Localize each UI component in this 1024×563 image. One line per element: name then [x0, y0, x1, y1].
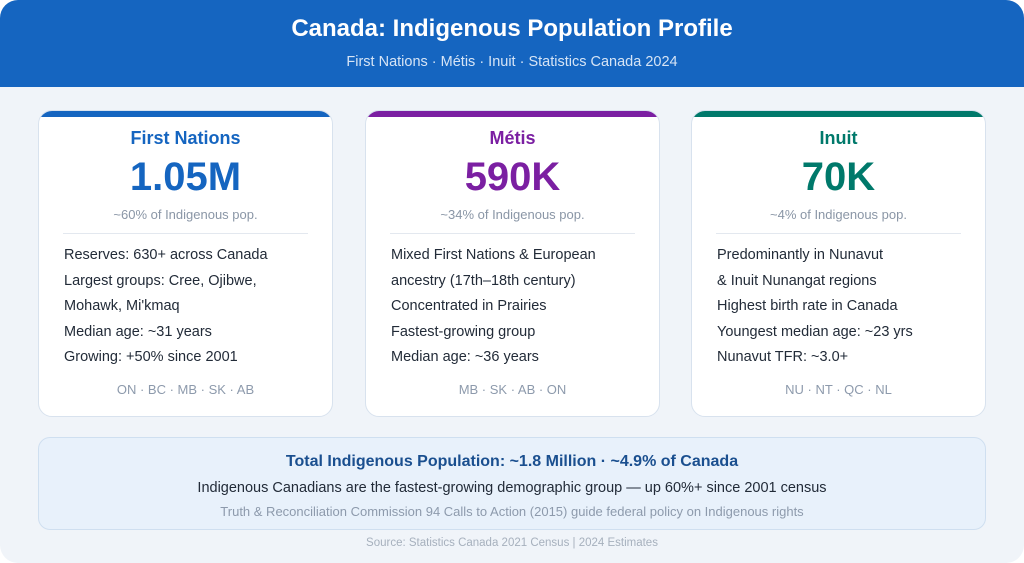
- region-list: MB · SK · AB · ON: [458, 382, 567, 397]
- card-metis: Métis 590K ~34% of Indigenous pop. Mixed…: [365, 110, 660, 417]
- region-list: NU · NT · QC · NL: [785, 382, 892, 397]
- fact-item: Youngest median age: ~23 yrs: [717, 323, 913, 340]
- card-title: Inuit: [819, 128, 858, 148]
- fact-list: Mixed First Nations & European ancestry …: [391, 243, 639, 371]
- fact-item: Largest groups: Cree, Ojibwe,: [64, 272, 257, 289]
- fact-item: Mohawk, Mi'kmaq: [64, 298, 180, 314]
- fact-item: Reserves: 630+ across Canada: [64, 247, 268, 263]
- card-accent-bar: [366, 111, 659, 117]
- card-accent-bar: [39, 111, 332, 117]
- fact-list: Reserves: 630+ across Canada Largest gro…: [64, 243, 312, 371]
- summary-headline: Total Indigenous Population: ~1.8 Millio…: [285, 453, 739, 470]
- population-figure: 70K: [801, 155, 876, 199]
- card-divider: [63, 233, 308, 234]
- card-first-nations: First Nations 1.05M ~60% of Indigenous p…: [38, 110, 333, 417]
- fact-item: ancestry (17th–18th century): [391, 272, 576, 289]
- fact-item: Median age: ~31 years: [64, 323, 212, 340]
- population-figure: 1.05M: [129, 155, 242, 199]
- summary-note: Truth & Reconciliation Commission 94 Cal…: [220, 504, 804, 519]
- population-share: ~34% of Indigenous pop.: [440, 207, 585, 222]
- fact-item: Mixed First Nations & European: [391, 247, 596, 263]
- source-footnote: Source: Statistics Canada 2021 Census | …: [366, 537, 658, 549]
- summary-box: Total Indigenous Population: ~1.8 Millio…: [38, 437, 986, 530]
- summary-line: Indigenous Canadians are the fastest-gro…: [197, 480, 827, 496]
- card-inuit: Inuit 70K ~4% of Indigenous pop. Predomi…: [691, 110, 986, 417]
- header-banner: Canada: Indigenous Population Profile Fi…: [0, 0, 1024, 87]
- fact-list: Predominantly in Nunavut & Inuit Nunanga…: [717, 243, 965, 371]
- card-title: Métis: [489, 128, 536, 148]
- region-list: ON · BC · MB · SK · AB: [116, 382, 255, 397]
- card-divider: [390, 233, 635, 234]
- fact-item: Fastest-growing group: [391, 323, 536, 340]
- fact-item: Nunavut TFR: ~3.0+: [717, 349, 849, 365]
- fact-item: Growing: +50% since 2001: [64, 349, 238, 365]
- card-title: First Nations: [130, 128, 241, 148]
- page-subtitle: First Nations · Métis · Inuit · Statisti…: [346, 54, 678, 70]
- fact-item: Predominantly in Nunavut: [717, 247, 884, 263]
- page-title: Canada: Indigenous Population Profile: [291, 15, 733, 42]
- card-accent-bar: [692, 111, 985, 117]
- population-share: ~4% of Indigenous pop.: [770, 207, 907, 222]
- fact-item: Highest birth rate in Canada: [717, 298, 898, 314]
- fact-item: Concentrated in Prairies: [391, 298, 547, 314]
- population-figure: 590K: [464, 155, 561, 199]
- card-divider: [716, 233, 961, 234]
- fact-item: & Inuit Nunangat regions: [717, 272, 877, 289]
- fact-item: Median age: ~36 years: [391, 349, 539, 365]
- population-share: ~60% of Indigenous pop.: [113, 207, 258, 222]
